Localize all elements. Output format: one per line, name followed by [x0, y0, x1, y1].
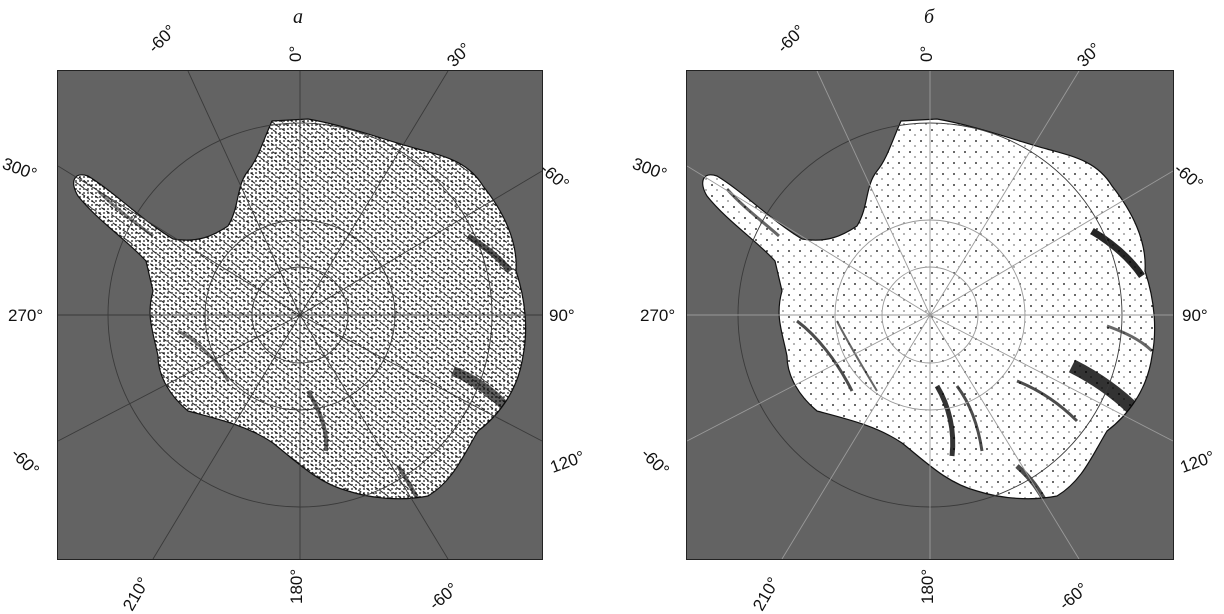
antarctica-map	[58, 71, 542, 559]
map-frame	[57, 70, 543, 560]
panel-title: б	[924, 6, 935, 28]
label-left-lower: -60°	[7, 444, 43, 480]
label-top-left: -60°	[144, 21, 180, 57]
label-left-upper: 300°	[0, 154, 40, 184]
panel-b: б	[612, 0, 1224, 614]
label-top-center: 0°	[917, 45, 936, 62]
label-right-middle: 90°	[1182, 306, 1208, 325]
label-right-middle: 90°	[549, 306, 575, 325]
label-left-upper: 300°	[629, 154, 670, 184]
graticule	[58, 71, 542, 559]
label-left-middle: 270°	[640, 306, 676, 325]
continent-outline	[702, 118, 1156, 500]
label-top-right: 30°	[1073, 39, 1105, 71]
label-bottom-left: 210°	[119, 574, 154, 614]
label-left-lower: -60°	[637, 444, 673, 480]
label-bottom-right: -60°	[1055, 579, 1092, 614]
label-top-left: -60°	[773, 21, 809, 57]
graticule	[687, 71, 1173, 559]
label-left-middle: 270°	[8, 306, 44, 325]
panel-a: a	[0, 0, 612, 614]
label-bottom-center: 180°	[918, 568, 937, 604]
map-frame	[686, 70, 1174, 560]
label-bottom-center: 180°	[287, 568, 306, 604]
label-right-upper: -60°	[1170, 159, 1207, 194]
label-top-center: 0°	[286, 45, 305, 62]
antarctica-map	[687, 71, 1173, 559]
label-bottom-left: 210°	[749, 574, 784, 614]
panel-title: a	[293, 6, 303, 28]
label-bottom-right: -60°	[425, 579, 462, 614]
label-top-right: 30°	[443, 39, 475, 71]
label-right-lower: 120°	[547, 447, 588, 477]
label-right-lower: 120°	[1177, 447, 1218, 477]
